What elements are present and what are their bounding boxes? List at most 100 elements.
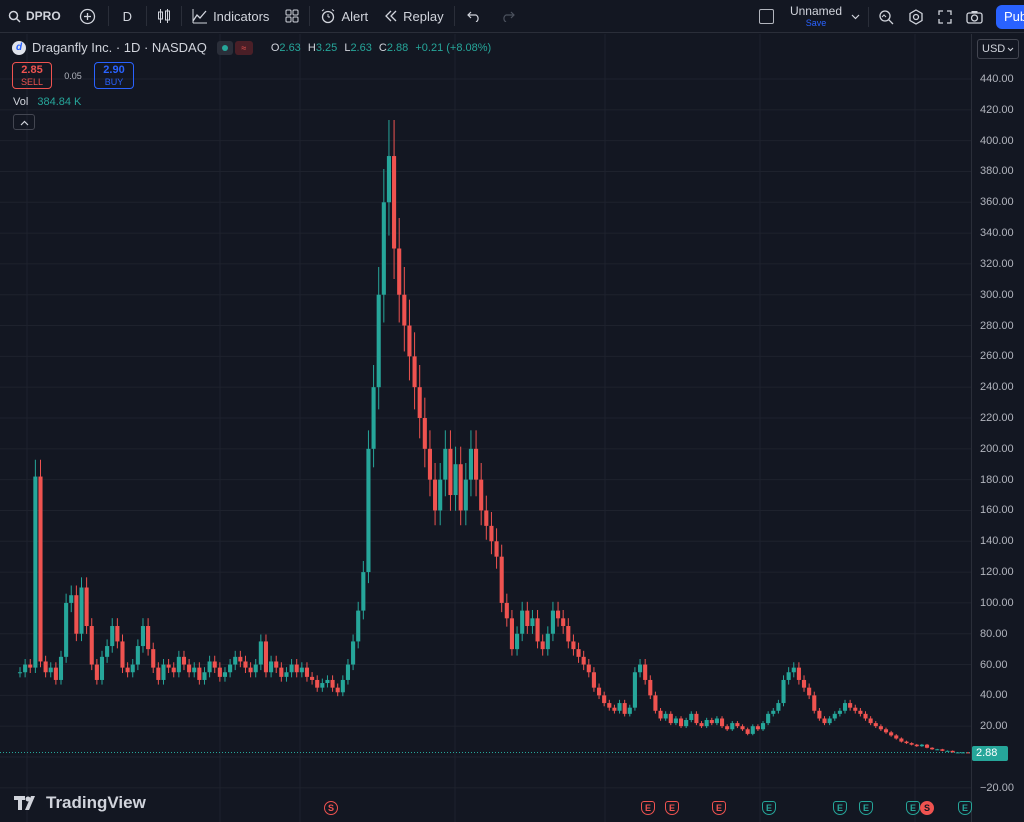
candle-body [315, 679, 320, 688]
publish-button[interactable]: Publish [996, 4, 1024, 29]
replay-button[interactable]: Replay [376, 0, 451, 33]
candle-body [653, 695, 658, 711]
candle-body [94, 664, 99, 680]
undo-button[interactable] [457, 0, 491, 33]
candle-body [627, 707, 632, 714]
candle-body [248, 667, 253, 673]
candle-body [648, 679, 653, 696]
candle-body [258, 641, 263, 665]
candle-body [730, 723, 735, 730]
candle-body [38, 476, 43, 662]
tradingview-watermark[interactable]: TradingView [14, 793, 146, 813]
fullscreen-button[interactable] [931, 0, 959, 33]
search-icon [8, 10, 21, 23]
low-value: 2.63 [350, 41, 372, 54]
candle-body [202, 672, 207, 680]
candle-body [335, 687, 340, 693]
candle-body [23, 664, 28, 673]
symbol-search-button[interactable]: DPRO [0, 0, 69, 33]
buy-button[interactable]: 2.90 BUY [94, 62, 134, 89]
candle-body [151, 649, 156, 668]
interval-button[interactable]: D [111, 0, 144, 33]
volume-key: Vol [13, 96, 29, 108]
earnings-event-badge[interactable]: E [906, 801, 920, 815]
candle-body [171, 667, 176, 673]
price-tick-label: 440.00 [980, 73, 1014, 85]
price-tick-label: 300.00 [980, 288, 1014, 301]
earnings-event-badge[interactable]: E [665, 801, 679, 815]
candle-body [438, 479, 443, 511]
candle-body [356, 610, 361, 642]
candle-body [463, 479, 468, 511]
low-key: L [344, 41, 351, 54]
collapse-legend-button[interactable] [13, 114, 35, 130]
candle-body [914, 744, 919, 747]
candle-body [540, 641, 545, 650]
price-tick-label: 60.00 [980, 658, 1008, 671]
candle-body [376, 294, 381, 388]
candle-body [791, 667, 796, 673]
layout-name-button[interactable]: Unnamed Save [784, 0, 866, 33]
checkbox-icon [758, 9, 774, 24]
candle-body [468, 448, 473, 480]
candle-body [643, 664, 648, 680]
candle-body [351, 641, 356, 665]
candle-body [530, 618, 535, 627]
candle-body [304, 667, 310, 677]
replay-label: Replay [403, 8, 444, 24]
market-status-icon[interactable] [216, 40, 233, 55]
chevron-down-icon [1007, 47, 1014, 51]
earnings-event-badge[interactable]: E [833, 801, 847, 815]
candle-body [924, 744, 930, 748]
candle-body [673, 718, 678, 724]
candle-body [489, 525, 494, 542]
chart-type-button[interactable] [149, 0, 179, 33]
earnings-event-badge[interactable]: E [762, 801, 776, 815]
indicators-button[interactable]: Indicators [184, 0, 277, 33]
gear-icon [908, 8, 924, 25]
earnings-event-badge[interactable]: E [958, 801, 972, 815]
alert-button[interactable]: Alert [312, 0, 376, 33]
candle-body [330, 679, 335, 688]
candle-body [146, 626, 151, 650]
split-event-badge[interactable]: S [920, 801, 934, 815]
candle-body [371, 387, 376, 449]
candle-body [366, 448, 371, 573]
layouts-button[interactable] [277, 0, 307, 33]
candle-body [84, 587, 89, 627]
candle-body [863, 713, 868, 719]
candle-body [64, 602, 69, 657]
toolbar-divider [868, 6, 869, 27]
candle-body [381, 202, 386, 295]
volume-value: 384.84 K [37, 96, 82, 108]
open-key: O [270, 41, 280, 54]
snapshot-button[interactable] [959, 0, 990, 33]
compare-symbol-button[interactable] [69, 0, 106, 33]
series-title[interactable]: Draganfly Inc. · 1D · NASDAQ [32, 40, 207, 55]
quick-search-button[interactable] [871, 0, 901, 33]
price-axis[interactable]: USD 440.00 420.00 400.00 380.00 360.00 340.00… [971, 34, 1024, 822]
candle-body [479, 479, 484, 511]
earnings-event-badge[interactable]: E [641, 801, 655, 815]
high-value: 3.25 [315, 41, 338, 54]
settings-button[interactable] [901, 0, 931, 33]
candle-body [402, 294, 407, 326]
price-chart[interactable] [0, 34, 971, 822]
redo-button[interactable] [491, 0, 525, 33]
high-key: H [307, 41, 316, 54]
candle-body [294, 664, 299, 673]
layout-checkbox[interactable] [749, 0, 784, 33]
earnings-event-badge[interactable]: E [712, 801, 726, 815]
currency-button[interactable]: USD [977, 39, 1019, 59]
candle-body [883, 729, 889, 733]
candle-body [433, 479, 438, 511]
price-tick-label: 420.00 [980, 103, 1014, 116]
candle-body [965, 752, 971, 754]
candle-body [899, 738, 904, 742]
earnings-event-badge[interactable]: E [859, 801, 873, 815]
volume-legend[interactable]: Vol 384.84 K [13, 96, 81, 108]
sell-button[interactable]: 2.85 SELL [12, 62, 52, 89]
data-delay-icon[interactable]: ≈ [234, 40, 253, 55]
split-event-badge[interactable]: S [324, 801, 338, 815]
chart-pane[interactable] [0, 34, 971, 822]
